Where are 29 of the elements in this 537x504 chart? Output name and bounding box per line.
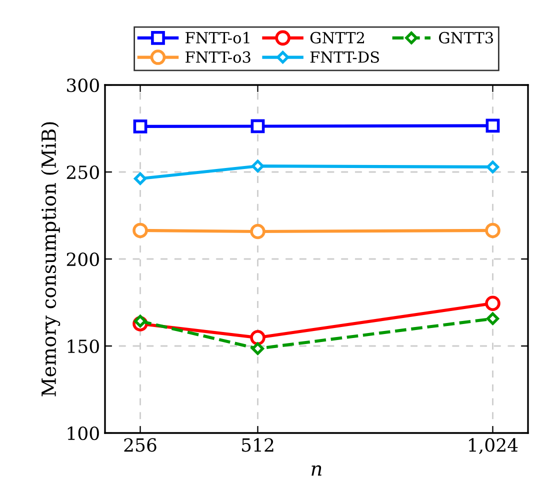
x-tick-label: 512 [242,438,274,452]
point [133,119,148,134]
x-tick-label: 256 [124,438,156,452]
point [485,296,500,312]
y-axis-title: Memory consumption (MiB) [41,122,60,396]
point [485,222,500,238]
y-tick-label: 200 [66,252,99,266]
legend-label: FNTT-o3 [186,51,250,63]
legend-label: GNTT2 [310,32,364,44]
legend-label: GNTT3 [439,32,493,44]
point [250,119,265,134]
legend-label: FNTT-o1 [186,32,250,44]
y-tick-label: 250 [66,165,99,180]
point [251,342,264,355]
point [134,314,147,328]
point [250,330,266,346]
point [486,160,500,174]
legend-label: FNTT-DS [310,51,379,63]
point [132,222,148,238]
point [134,172,147,185]
y-tick-label: 300 [67,78,99,92]
y-tick-label: 100 [68,426,99,440]
point [486,312,500,325]
y-tick-label: 150 [68,339,99,354]
point [486,118,500,133]
x-tick-label: 1,024 [469,438,518,454]
point [251,160,264,172]
x-axis-title: n [312,465,322,476]
point [250,224,266,240]
